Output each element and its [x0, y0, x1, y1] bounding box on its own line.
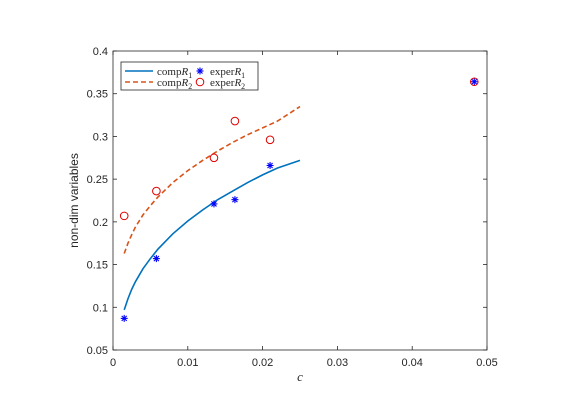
plot-area — [119, 77, 479, 322]
y-tick-label: 0.35 — [87, 89, 108, 101]
legend-swatch — [196, 67, 204, 75]
point-experR2 — [209, 153, 219, 163]
legend: compR1 experR1 compR2 experR2 — [120, 61, 259, 91]
legend-label: experR1 — [210, 66, 245, 80]
x-tick-label: 0.03 — [327, 357, 348, 369]
legend-item-experR1: experR1 — [196, 66, 245, 80]
point-experR2 — [152, 186, 161, 196]
x-tick-label: 0.02 — [252, 357, 273, 369]
y-axis-label: non-dim variables — [67, 153, 81, 248]
legend-label: compR2 — [157, 77, 192, 91]
series-line-compR1 — [123, 159, 301, 311]
x-tick-label: 0.05 — [476, 357, 497, 369]
point-experR1 — [470, 78, 478, 86]
series-line-compR2 — [123, 105, 301, 254]
y-tick-label: 0.3 — [93, 131, 108, 143]
x-tick-label: 0.04 — [401, 357, 422, 369]
legend-swatch — [195, 77, 205, 87]
legend-item-compR2: compR2 — [125, 77, 192, 91]
y-tick-label: 0.4 — [93, 46, 108, 58]
y-tick-label: 0.25 — [87, 174, 108, 186]
x-tick-label: 0 — [110, 357, 116, 369]
y-tick-label: 0.15 — [87, 260, 108, 272]
point-experR2 — [119, 211, 129, 221]
point-experR1 — [152, 255, 160, 263]
x-tick-label: 0.01 — [177, 357, 198, 369]
point-experR1 — [210, 200, 218, 208]
axis-ticks: 0 0.01 0.02 0.03 0.04 0.05 0.05 0.1 0.15 0.2 0.25 0… — [87, 46, 498, 369]
y-tick-label: 0.05 — [87, 345, 108, 357]
legend-label: compR1 — [157, 66, 192, 80]
x-axis-label: c — [297, 369, 303, 384]
point-experR1 — [231, 196, 239, 204]
point-experR1 — [266, 161, 274, 169]
point-experR2 — [469, 77, 479, 87]
point-experR2 — [230, 116, 240, 126]
axes-box — [112, 50, 488, 351]
point-experR2 — [265, 135, 275, 145]
y-tick-label: 0.2 — [93, 217, 108, 229]
y-tick-label: 0.1 — [93, 302, 108, 314]
point-experR1 — [120, 314, 128, 322]
legend-item-compR1: compR1 — [125, 66, 192, 80]
legend-box — [120, 61, 259, 91]
legend-item-experR2: experR2 — [195, 77, 245, 91]
legend-label: experR2 — [210, 77, 245, 91]
